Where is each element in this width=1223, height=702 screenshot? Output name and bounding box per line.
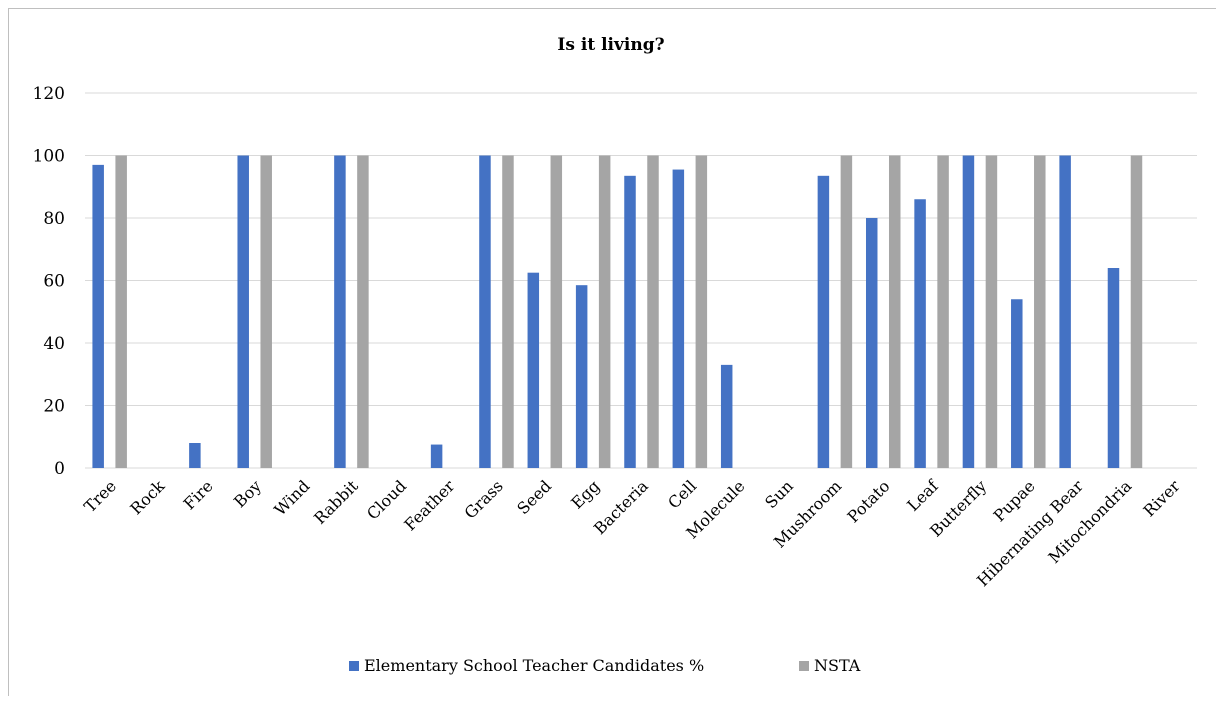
x-category-label: Cloud: [363, 476, 410, 523]
bar-teacher-candidates-potato: [865, 218, 878, 468]
x-category-label: Wind: [270, 476, 313, 519]
bar-nsta-leaf: [937, 155, 949, 468]
x-category-label: Sun: [761, 476, 797, 512]
y-tick-label: 100: [33, 147, 65, 167]
bars: [92, 155, 1143, 468]
bar-teacher-candidates-tree: [92, 164, 104, 468]
bar-teacher-candidates-grass: [479, 155, 491, 468]
y-tick-label: 0: [54, 459, 65, 479]
bar-nsta-egg: [598, 155, 611, 468]
bar-nsta-cell: [695, 155, 708, 468]
bar-teacher-candidates-mushroom: [817, 175, 830, 468]
x-category-label: Rock: [126, 476, 168, 518]
bar-nsta-boy: [260, 155, 272, 468]
chart-frame: [8, 8, 1216, 696]
gridlines: [85, 92, 1197, 469]
legend-swatch: [349, 661, 359, 671]
bar-teacher-candidates-mitochondria: [1107, 268, 1120, 468]
bar-teacher-candidates-feather: [430, 444, 443, 468]
x-category-label: Rabbit: [310, 476, 362, 528]
y-tick-label: 60: [43, 272, 65, 292]
x-category-label: Fire: [180, 476, 217, 513]
bar-nsta-tree: [115, 155, 127, 468]
bar-teacher-candidates-leaf: [914, 199, 926, 468]
x-category-label: Mitochondria: [1045, 476, 1136, 567]
bar-nsta-potato: [888, 155, 901, 468]
legend-label: NSTA: [814, 656, 861, 675]
y-tick-label: 120: [33, 84, 65, 104]
bar-teacher-candidates-cell: [672, 169, 685, 468]
legend-label: Elementary School Teacher Candidates %: [364, 656, 704, 675]
bar-nsta-rabbit: [357, 155, 369, 468]
y-tick-label: 20: [43, 397, 65, 417]
x-category-label: Leaf: [903, 476, 942, 515]
x-category-label: Egg: [567, 476, 603, 512]
x-category-label: Bacteria: [590, 476, 652, 538]
bar-nsta-pupae: [1034, 155, 1046, 468]
bar-nsta-mushroom: [840, 155, 853, 468]
bar-nsta-mitochondria: [1130, 155, 1143, 468]
legend: Elementary School Teacher Candidates % NS…: [349, 656, 861, 675]
bar-nsta-butterfly: [985, 155, 998, 468]
bar-teacher-candidates-butterfly: [962, 155, 975, 468]
y-tick-label: 80: [43, 209, 65, 229]
bar-teacher-candidates-bacteria: [624, 175, 636, 468]
bar-teacher-candidates-boy: [237, 155, 249, 468]
x-category-label: Potato: [844, 476, 894, 526]
bar-teacher-candidates-fire: [189, 443, 201, 468]
legend-swatch: [799, 661, 809, 671]
bar-nsta-seed: [550, 155, 563, 468]
bar-nsta-bacteria: [647, 155, 659, 468]
x-category-label: River: [1140, 476, 1184, 520]
chart-title: Is it living?: [557, 35, 664, 55]
bar-teacher-candidates-pupae: [1011, 299, 1023, 468]
y-tick-label: 40: [43, 334, 65, 354]
bar-nsta-grass: [502, 155, 514, 468]
bar-teacher-candidates-hibernating-bear: [1059, 155, 1071, 468]
x-category-label: Grass: [461, 476, 507, 522]
bar-teacher-candidates-egg: [575, 285, 588, 468]
y-axis-tick-labels: 0 20 40 60 80 100 120: [33, 84, 65, 479]
bar-teacher-candidates-molecule: [720, 364, 733, 468]
x-category-label: Tree: [80, 476, 120, 516]
bar-teacher-candidates-rabbit: [334, 155, 346, 468]
x-category-label: Cell: [664, 476, 700, 512]
x-category-label: Seed: [513, 476, 555, 518]
x-category-label: Boy: [230, 476, 265, 511]
x-category-label: Feather: [400, 476, 458, 534]
bar-teacher-candidates-seed: [527, 272, 540, 468]
